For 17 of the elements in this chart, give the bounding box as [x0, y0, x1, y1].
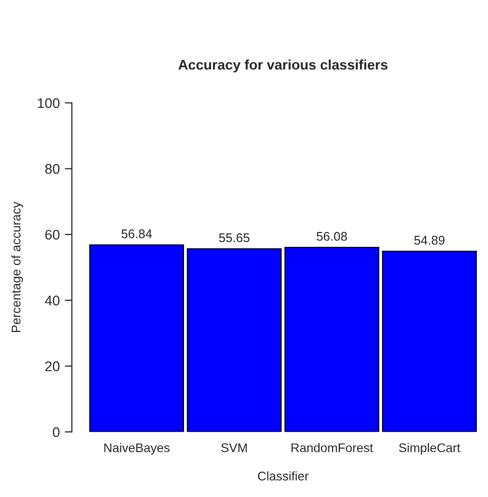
y-tick-label: 100: [38, 98, 60, 108]
x-tick-label: SimpleCart: [399, 443, 460, 455]
x-axis-title: Classifier: [258, 471, 309, 481]
x-tick-label: SVM: [221, 443, 247, 452]
y-tick-label: 40: [44, 296, 60, 306]
data-label: 54.89: [414, 236, 444, 245]
data-label: 56.08: [316, 232, 347, 241]
x-tick-label: NaiveBayes: [104, 443, 170, 455]
y-axis-title: Percentage of accuracy: [11, 202, 23, 332]
data-label: 55.65: [219, 233, 250, 242]
y-tick-label: 60: [45, 230, 60, 240]
y-tick-label: 80: [45, 164, 60, 174]
data-label: 56.84: [122, 229, 152, 238]
y-tick-label: 20: [45, 361, 60, 372]
y-tick-label: 0: [52, 427, 60, 438]
chart-title: Accuracy for various classifiers: [178, 59, 388, 72]
x-tick-label: RandomForest: [292, 443, 374, 452]
